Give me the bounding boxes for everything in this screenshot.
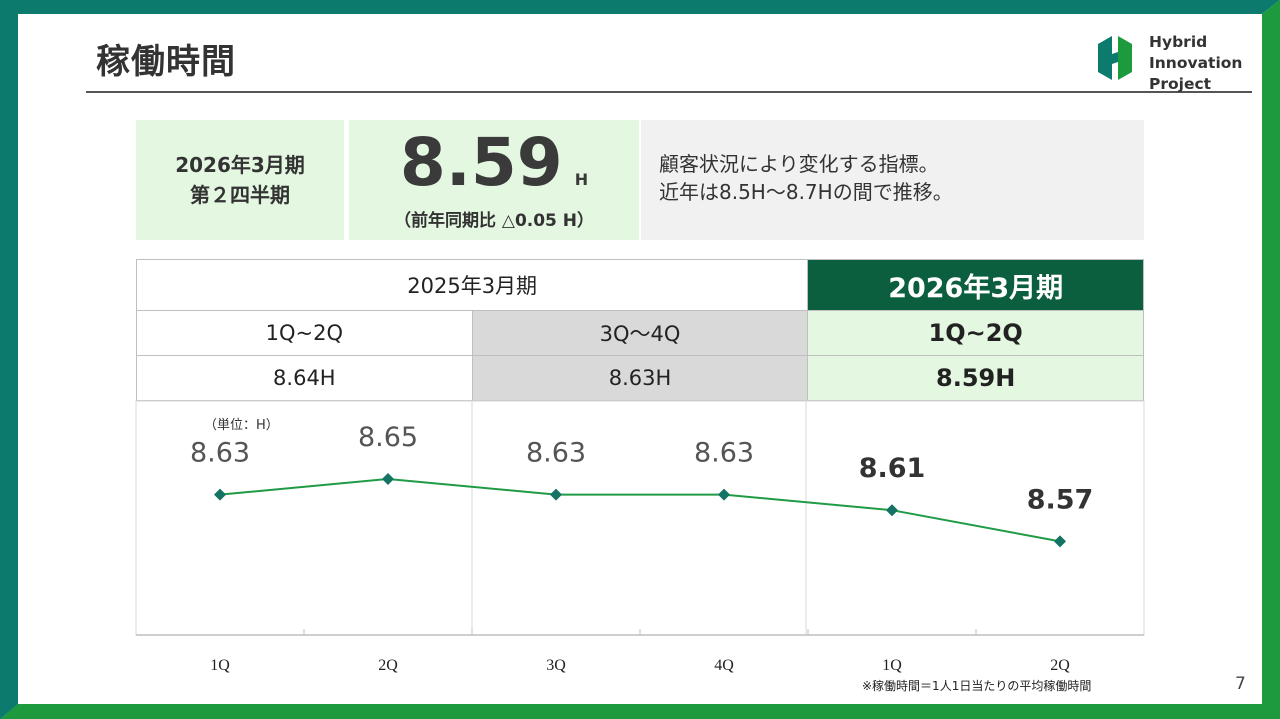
data-point-marker: [1054, 535, 1066, 548]
x-tick-label: 1Q: [882, 657, 902, 674]
x-tick-label: 4Q: [714, 657, 734, 674]
h1-2025-value: 8.64H: [136, 355, 473, 401]
data-point-marker: [550, 488, 562, 501]
x-tick-label: 1Q: [210, 657, 230, 674]
description-line-1: 顧客状況により変化する指標。: [659, 152, 939, 176]
x-tick-label: 2Q: [378, 657, 398, 674]
logo-line-1: Hybrid: [1149, 33, 1208, 51]
x-tick-label: 3Q: [546, 657, 566, 674]
data-label: 8.57: [1027, 484, 1094, 515]
period-line-1: 2026年3月期: [175, 153, 305, 177]
h1-2026-label: 1Q~2Q: [807, 310, 1144, 356]
data-label: 8.65: [358, 422, 418, 453]
series-line: [219, 477, 1061, 543]
headline-value: 8.59: [399, 123, 563, 201]
frame-bottom-band: [0, 704, 1280, 719]
data-label: 8.63: [190, 438, 250, 469]
period-box: 2026年3月期 第２四半期: [136, 120, 344, 240]
data-point-marker: [382, 473, 394, 485]
data-label: 8.63: [526, 438, 586, 469]
data-point-marker: [886, 504, 898, 517]
frame-left-band: [0, 0, 18, 719]
chart-area-border: [135, 400, 1145, 636]
logo-line-2: Innovation: [1149, 54, 1243, 72]
footnote: ※稼働時間＝1人1日当たりの平均稼働時間: [862, 679, 1092, 693]
h2-2025-value: 8.63H: [471, 355, 809, 401]
unit-label: （単位：H）: [204, 417, 279, 433]
value-box: 8.59 H （前年同期比 △0.05 H）: [349, 120, 639, 240]
description-line-2: 近年は8.5H～8.7Hの間で推移。: [659, 180, 953, 204]
comparison-table: 2025年3月期 2026年3月期 1Q~2Q 3Q～4Q 1Q~2Q 8.64…: [135, 259, 1144, 401]
page-number: 7: [1235, 674, 1246, 694]
logo-line-3: Project: [1149, 75, 1212, 93]
title-divider: [86, 91, 1252, 93]
data-label: 8.61: [859, 453, 926, 484]
frame-right-band: [1262, 0, 1280, 704]
logo-wordmark: Hybrid Innovation Project: [1149, 32, 1242, 95]
fy2026-header: 2026年3月期: [807, 259, 1144, 311]
page-title: 稼働時間: [96, 42, 236, 82]
data-point-marker: [214, 488, 226, 501]
period-line-2: 第２四半期: [190, 183, 290, 207]
fy2025-header: 2025年3月期: [135, 259, 809, 311]
description-box: 顧客状況により変化する指標。 近年は8.5H～8.7Hの間で推移。: [641, 120, 1144, 240]
yoy-comparison: （前年同期比 △0.05 H）: [393, 210, 595, 231]
data-point-marker: [718, 488, 730, 501]
h1-2026-value: 8.59H: [807, 355, 1144, 401]
data-label: 8.63: [694, 438, 754, 469]
headline-unit: H: [574, 169, 589, 189]
hybrid-innovation-logo-icon: [1098, 36, 1132, 80]
x-tick-label: 2Q: [1050, 657, 1070, 674]
